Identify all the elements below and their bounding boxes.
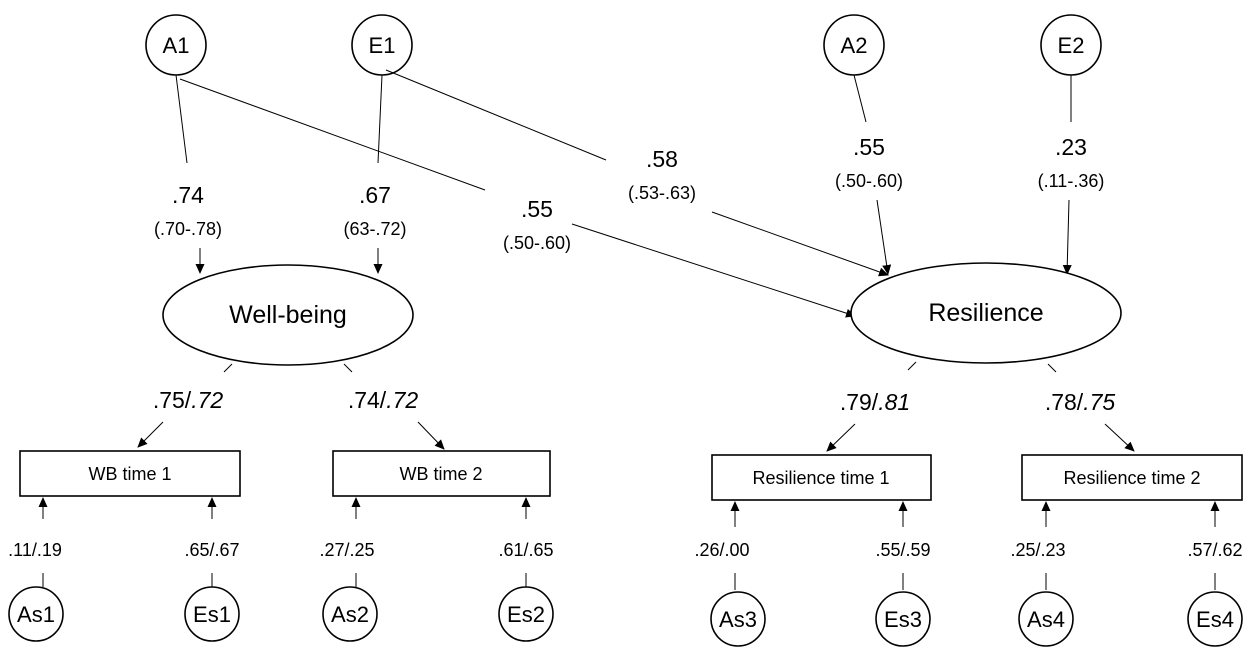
loading-wb-t1-label: .75/.72 — [153, 387, 224, 413]
ci-e2-resilience: (.11-.36) — [1038, 171, 1105, 191]
loading-wb-t2-value-2: .72 — [386, 387, 418, 413]
indicator-wb-time1-label: WB time 1 — [88, 464, 171, 484]
ci-a1-resilience: (.50-.60) — [503, 233, 571, 253]
path-e1-resilience-upper — [385, 69, 607, 161]
latent-resilience-label: Resilience — [928, 299, 1043, 327]
resid-as4-value: .25/.23 — [1010, 540, 1065, 560]
latent-resilience-node: Resilience — [850, 262, 1122, 364]
resid-as3-value: .26/.00 — [694, 540, 749, 560]
path-a1-resilience-upper — [179, 78, 486, 191]
resid-es2-value: .61/.65 — [498, 540, 553, 560]
path-e1-resilience-lower — [711, 211, 889, 277]
resid-Es1-label: Es1 — [193, 602, 231, 627]
latent-wellbeing-label: Well-being — [229, 301, 347, 329]
resid-As4-node: As4 — [1018, 591, 1074, 647]
loading-wb-t2-label: .74/.72 — [348, 387, 419, 413]
factor-A2-node: A2 — [823, 14, 885, 76]
ci-e1-wellbeing: (63-.72) — [343, 219, 406, 239]
resid-As3-label: As3 — [719, 607, 757, 632]
resid-es1-value: .65/.67 — [184, 540, 239, 560]
loading-res-t1-upper — [907, 361, 917, 371]
latent-wellbeing-node: Well-being — [162, 264, 414, 366]
indicator-res-time2-label: Resilience time 2 — [1063, 468, 1200, 488]
factor-E1-node: E1 — [351, 14, 413, 76]
loading-res-t2-lower — [1104, 423, 1135, 452]
indicator-wb-time1: WB time 1 — [19, 450, 241, 497]
loading-res-t1-lower — [826, 423, 856, 452]
resid-Es4-node: Es4 — [1187, 591, 1243, 647]
resid-Es3-label: Es3 — [884, 607, 922, 632]
loading-wb-t1-value-2: .72 — [191, 387, 223, 413]
factor-E2-label: E2 — [1058, 33, 1085, 58]
resid-As2-label: As2 — [331, 602, 369, 627]
loading-res-t1-value-2: .81 — [878, 389, 910, 415]
coef-a1-resilience: .55 — [521, 196, 553, 222]
resid-Es1-node: Es1 — [184, 586, 240, 642]
path-e2-resilience-lower — [1062, 199, 1072, 275]
ci-a1-wellbeing: (.70-.78) — [154, 219, 222, 239]
indicator-res-time1: Resilience time 1 — [711, 454, 932, 501]
resid-As1-node: As1 — [8, 586, 64, 642]
factor-E1-label: E1 — [369, 33, 396, 58]
resid-As1-label: As1 — [17, 602, 55, 627]
resid-as1-value: .11/.19 — [8, 540, 62, 560]
loading-wb-t2-value-1: .74/ — [348, 387, 387, 413]
indicator-res-time2: Resilience time 2 — [1021, 454, 1243, 501]
indicator-wb-time2: WB time 2 — [332, 450, 551, 497]
factor-A2-label: A2 — [841, 33, 868, 58]
loading-res-t2-label: .78/.75 — [1045, 389, 1116, 415]
path-a1-resilience-lower — [571, 223, 856, 318]
loading-wb-t1-value-1: .75/ — [153, 387, 192, 413]
factor-A1-node: A1 — [145, 14, 207, 76]
factor-A1-label: A1 — [163, 33, 190, 58]
loading-wb-t2-lower — [417, 421, 445, 450]
resid-es4-value: .57/.62 — [1187, 540, 1242, 560]
loading-wb-t1-lower — [137, 421, 164, 448]
ci-e1-resilience: (.53-.63) — [628, 183, 696, 203]
path-a1-wellbeing-upper — [175, 74, 188, 164]
indicator-wb-time2-label: WB time 2 — [399, 464, 482, 484]
path-a2-resilience-upper — [853, 74, 867, 123]
resid-Es3-node: Es3 — [875, 591, 931, 647]
loading-res-t1-value-1: .79/ — [840, 389, 879, 415]
resid-As4-label: As4 — [1027, 607, 1065, 632]
resid-Es4-label: Es4 — [1196, 607, 1234, 632]
loading-res-t2-upper — [1047, 363, 1057, 373]
coef-a1-wellbeing: .74 — [172, 182, 204, 208]
loading-res-t1-label: .79/.81 — [840, 389, 910, 415]
resid-As2-node: As2 — [322, 586, 378, 642]
loading-res-t2-value-1: .78/ — [1045, 389, 1084, 415]
resid-Es2-node: Es2 — [498, 586, 554, 642]
resid-As3-node: As3 — [710, 591, 766, 647]
indicator-res-time1-label: Resilience time 1 — [752, 468, 889, 488]
resid-as2-value: .27/.25 — [319, 540, 374, 560]
coef-e1-resilience: .58 — [646, 146, 678, 172]
coef-e1-wellbeing: .67 — [359, 182, 391, 208]
loading-wb-t1-upper — [223, 363, 233, 373]
path-e1-wellbeing-upper — [377, 74, 383, 164]
coef-e2-resilience: .23 — [1055, 134, 1087, 160]
coef-a2-resilience: .55 — [853, 134, 885, 160]
resid-Es2-label: Es2 — [507, 602, 545, 627]
ci-a2-resilience: (.50-.60) — [835, 171, 903, 191]
factor-E2-node: E2 — [1040, 14, 1102, 76]
loading-wb-t2-upper — [343, 363, 353, 373]
resid-es3-value: .55/.59 — [875, 540, 930, 560]
loading-res-t2-value-2: .75 — [1083, 389, 1115, 415]
path-a2-resilience-lower — [876, 199, 892, 275]
